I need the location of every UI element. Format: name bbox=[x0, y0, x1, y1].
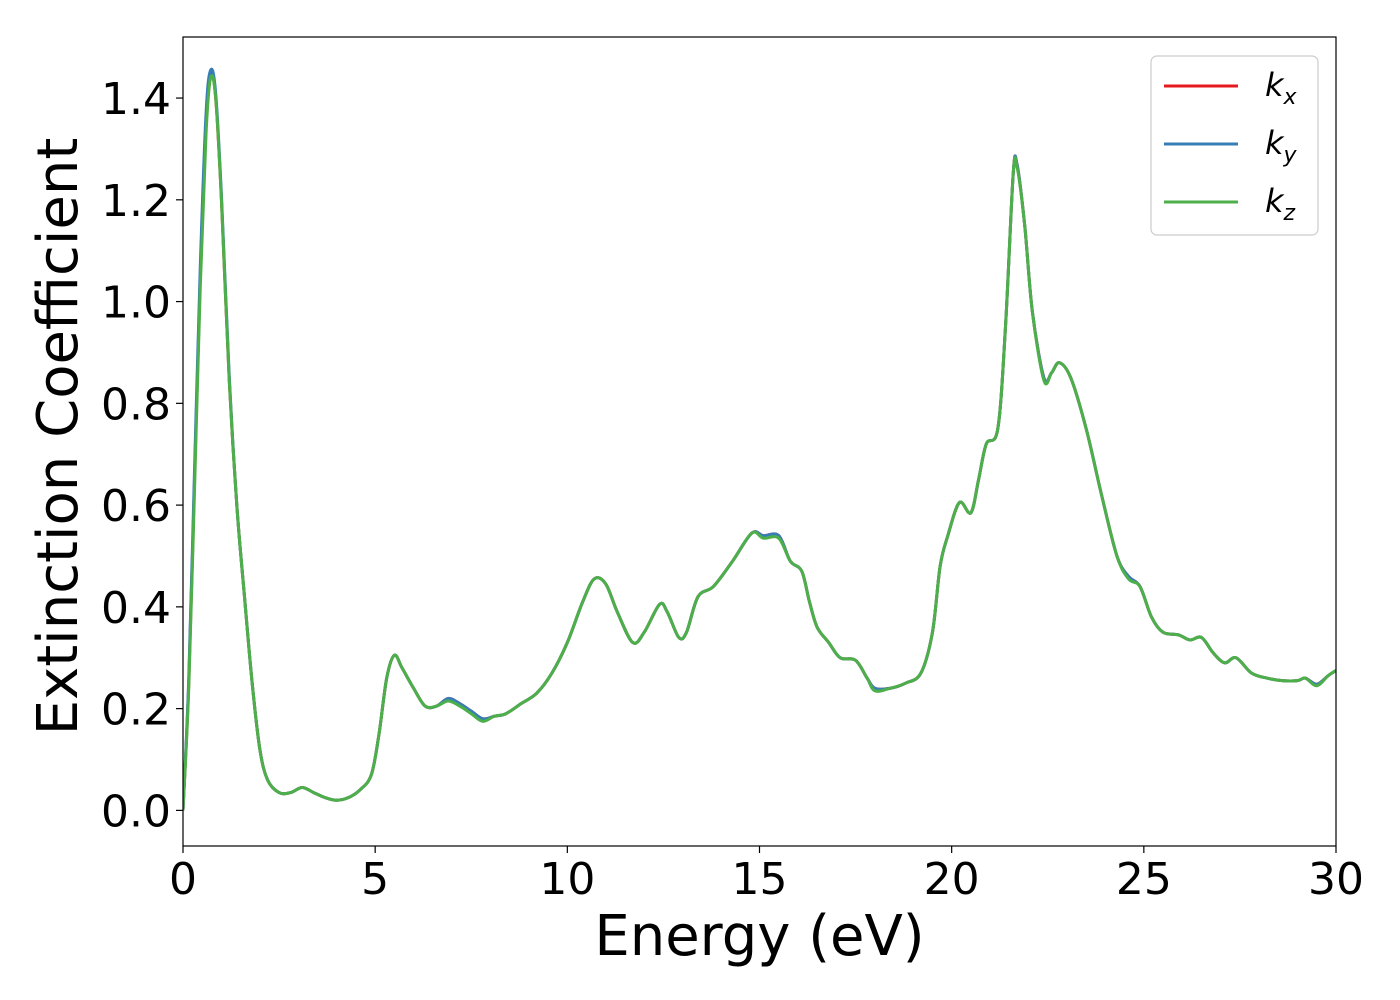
x-tick-label: 10 bbox=[539, 854, 595, 905]
y-tick-label: 0.8 bbox=[101, 379, 171, 430]
legend-label: kz bbox=[1265, 182, 1296, 226]
x-tick-label: 30 bbox=[1308, 854, 1364, 905]
x-tick-label: 5 bbox=[361, 854, 389, 905]
y-tick-label: 1.4 bbox=[101, 74, 171, 125]
y-tick-label: 1.0 bbox=[101, 278, 171, 329]
x-tick-label: 25 bbox=[1116, 854, 1172, 905]
y-tick-label: 0.2 bbox=[101, 685, 171, 736]
y-axis-ticks: 0.0 0.2 0.4 0.6 0.8 1.0 1.2 1.4 bbox=[101, 74, 183, 837]
y-tick-label: 1.2 bbox=[101, 176, 171, 227]
x-axis-title: Energy (eV) bbox=[594, 904, 924, 969]
x-tick-label: 20 bbox=[924, 854, 980, 905]
x-tick-label: 15 bbox=[732, 854, 788, 905]
y-tick-label: 0.0 bbox=[101, 786, 171, 837]
y-axis-title: Extinction Coefficient bbox=[26, 138, 91, 736]
series-line-k-z bbox=[183, 74, 1336, 811]
y-tick-label: 0.4 bbox=[101, 583, 171, 634]
legend: kx ky kz bbox=[1150, 55, 1319, 236]
x-axis-ticks: 0 5 10 15 20 25 30 bbox=[169, 846, 1364, 905]
plot-area bbox=[183, 67, 1336, 811]
axes-frame bbox=[182, 36, 1337, 847]
x-tick-label: 0 bbox=[169, 854, 197, 905]
legend-label: ky bbox=[1265, 124, 1298, 168]
legend-label: kx bbox=[1265, 66, 1298, 110]
y-tick-label: 0.6 bbox=[101, 481, 171, 532]
